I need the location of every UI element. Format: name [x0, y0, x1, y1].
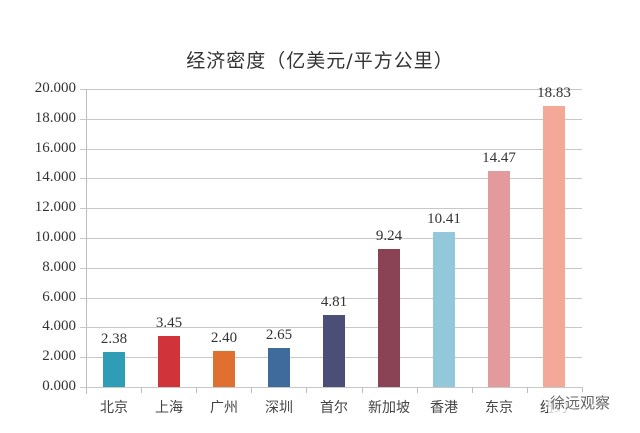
gridline	[80, 238, 582, 239]
gridline	[80, 298, 582, 299]
y-tick-label: 4.000	[42, 318, 76, 334]
x-tick	[417, 387, 418, 393]
gridline	[80, 89, 582, 90]
x-tick	[362, 387, 363, 393]
y-tick-label: 14.000	[34, 169, 76, 185]
category-label: 首尔	[320, 400, 348, 416]
bar	[323, 315, 345, 387]
y-tick-label: 0.000	[42, 378, 76, 394]
category-label: 上海	[155, 400, 183, 416]
category-label: 香港	[430, 400, 458, 416]
y-tick-label: 2.000	[42, 348, 76, 364]
y-tick-label: 10.000	[34, 229, 76, 245]
x-tick	[306, 387, 307, 393]
y-tick-label: 8.000	[42, 259, 76, 275]
bar	[213, 351, 235, 387]
bar	[378, 249, 400, 387]
bar-value-label: 2.40	[210, 330, 238, 346]
gridline	[80, 387, 582, 388]
category-label: 新加坡	[368, 400, 410, 416]
y-tick-label: 6.000	[42, 289, 76, 305]
y-tick-label: 20.000	[34, 80, 76, 96]
y-tick-label: 18.000	[34, 110, 76, 126]
chart-title: 经济密度（亿美元/平方公里）	[186, 50, 454, 72]
x-tick	[251, 387, 252, 393]
bar-value-label: 10.41	[427, 211, 461, 227]
gridline	[80, 149, 582, 150]
y-tick-label: 12.000	[34, 199, 76, 215]
bar	[268, 348, 290, 387]
x-tick	[472, 387, 473, 393]
gridline	[80, 178, 582, 179]
bar-value-label: 18.83	[537, 85, 571, 101]
bar-value-label: 14.47	[482, 150, 516, 166]
bar	[158, 336, 180, 387]
x-tick	[86, 387, 87, 393]
gridline	[80, 268, 582, 269]
bar-value-label: 4.81	[320, 294, 348, 310]
bar	[543, 106, 565, 387]
bar	[433, 232, 455, 387]
category-label: 北京	[100, 400, 128, 416]
watermark: 徐远观察	[548, 392, 613, 413]
bar-value-label: 2.38	[100, 331, 128, 347]
y-axis-line	[86, 89, 87, 394]
bar-value-label: 3.45	[155, 315, 183, 331]
x-tick	[196, 387, 197, 393]
x-tick	[141, 387, 142, 393]
category-label: 深圳	[265, 400, 293, 416]
category-label: 东京	[485, 400, 513, 416]
bar-value-label: 2.65	[265, 327, 293, 343]
bar	[103, 352, 125, 387]
bar-value-label: 9.24	[375, 228, 403, 244]
gridline	[80, 208, 582, 209]
gridline	[80, 119, 582, 120]
bar	[488, 171, 510, 387]
y-tick-label: 16.000	[34, 140, 76, 156]
category-label: 广州	[210, 400, 238, 416]
x-tick	[582, 387, 583, 393]
x-tick	[527, 387, 528, 393]
